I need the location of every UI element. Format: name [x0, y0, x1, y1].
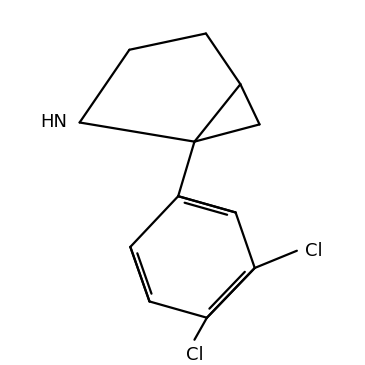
- Text: Cl: Cl: [304, 242, 322, 260]
- Text: Cl: Cl: [186, 346, 203, 364]
- Text: HN: HN: [40, 114, 67, 131]
